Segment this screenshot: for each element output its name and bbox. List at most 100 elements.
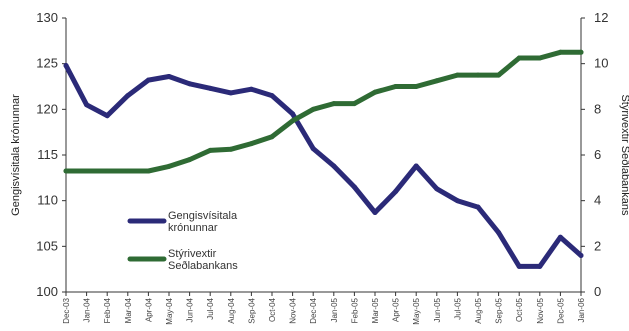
data-point <box>537 55 543 61</box>
data-point <box>557 234 563 240</box>
data-point <box>393 84 399 89</box>
data-point <box>557 49 563 55</box>
data-point <box>496 72 502 78</box>
left-axis-title: Gengisvísitala krónunnar <box>10 94 22 216</box>
data-point <box>454 198 460 204</box>
x-tick-label: Jan-04 <box>83 297 92 322</box>
x-tick-label: Jun-04 <box>186 297 195 322</box>
data-point <box>516 263 522 269</box>
data-point <box>125 93 131 99</box>
data-point <box>516 55 522 61</box>
right-tick-label: 8 <box>594 101 601 116</box>
x-tick-label: Feb-05 <box>350 297 359 323</box>
data-point <box>454 72 460 78</box>
data-point <box>310 146 316 152</box>
data-point <box>248 141 254 147</box>
axes: 100 105 110 115 120 125 130 0 2 4 6 8 10 12 Dec-03 Jan-… <box>10 10 629 325</box>
data-point <box>331 101 337 107</box>
left-tick-label: 120 <box>36 101 58 116</box>
data-point <box>145 168 151 174</box>
data-point <box>269 134 275 140</box>
data-point <box>372 210 378 216</box>
left-tick-label: 100 <box>36 284 58 299</box>
x-tick-label: Dec-03 <box>62 297 71 323</box>
data-point <box>228 146 234 152</box>
data-point <box>269 93 275 99</box>
right-axis-title: Stýrivextir Seðlabankans <box>619 94 629 216</box>
x-tick-label: Aug-04 <box>227 297 236 323</box>
data-point <box>413 84 419 89</box>
x-tick-label: Sep-04 <box>247 297 256 323</box>
data-point <box>537 263 543 269</box>
data-point <box>475 204 481 210</box>
right-tick-label: 4 <box>594 193 601 208</box>
data-point <box>248 86 254 92</box>
data-point <box>166 73 172 79</box>
x-tick-label: Feb-04 <box>103 297 112 323</box>
right-tick-label: 0 <box>594 284 601 299</box>
x-tick-label: Mar-04 <box>124 297 133 323</box>
right-tick-label: 10 <box>594 56 608 71</box>
right-tick-label: 2 <box>594 238 601 253</box>
x-tick-label: Aug-05 <box>474 297 483 323</box>
series-line-gengisvisitala <box>63 63 584 269</box>
data-point <box>63 62 69 68</box>
data-point <box>84 102 90 108</box>
data-point <box>145 77 151 83</box>
data-point <box>228 90 234 96</box>
left-tick-label: 130 <box>36 10 58 25</box>
left-tick-label: 125 <box>36 56 58 71</box>
x-tick-label: May-05 <box>412 297 421 324</box>
x-tick-label: Oct-05 <box>515 297 524 322</box>
data-point <box>104 113 110 119</box>
left-tick-label: 105 <box>36 238 58 253</box>
x-tick-label: Apr-04 <box>144 297 153 322</box>
legend-label: Stýrivextir <box>168 248 217 260</box>
data-point <box>351 184 357 190</box>
x-tick-label: Jan-06 <box>577 297 586 322</box>
x-tick-label: Jul-04 <box>206 297 215 319</box>
x-tick-label: Dec-04 <box>309 297 318 323</box>
data-point <box>372 89 378 95</box>
x-tick-label: May-04 <box>165 297 174 324</box>
data-point <box>187 157 193 163</box>
data-point <box>104 168 110 174</box>
data-point <box>166 163 172 169</box>
data-point <box>496 230 502 236</box>
x-tick-label: Oct-04 <box>268 297 277 322</box>
right-tick-label: 12 <box>594 10 608 25</box>
x-tick-label: Jul-05 <box>453 297 462 319</box>
right-tick-label: 6 <box>594 147 601 162</box>
x-tick-label: Nov-04 <box>289 297 298 323</box>
data-point <box>578 252 584 258</box>
series-line-styrivextir <box>63 49 584 174</box>
data-point <box>331 163 337 169</box>
x-tick-label: Mar-05 <box>371 297 380 323</box>
legend-label: krónunnar <box>168 222 218 234</box>
data-point <box>125 168 131 174</box>
legend-label: Gengisvísitala <box>168 210 238 222</box>
data-point <box>310 106 316 112</box>
x-tick-label: Jun-05 <box>433 297 442 322</box>
legend-label: Seðlabankans <box>168 260 238 272</box>
data-point <box>207 85 213 91</box>
data-point <box>475 72 481 78</box>
data-point <box>578 49 584 55</box>
data-point <box>434 186 440 192</box>
data-point <box>434 78 440 84</box>
data-point <box>393 189 399 195</box>
data-point <box>351 101 357 107</box>
data-point <box>187 81 193 87</box>
data-point <box>413 163 419 169</box>
left-tick-label: 115 <box>37 147 58 162</box>
x-tick-label: Sep-05 <box>495 297 504 323</box>
x-tick-label: Nov-05 <box>536 297 545 323</box>
x-tick-label: Apr-05 <box>392 297 401 322</box>
data-point <box>290 118 296 124</box>
left-tick-label: 110 <box>37 193 58 208</box>
data-point <box>290 111 296 117</box>
x-tick-label: Dec-05 <box>556 297 565 323</box>
series-layer <box>63 49 584 269</box>
